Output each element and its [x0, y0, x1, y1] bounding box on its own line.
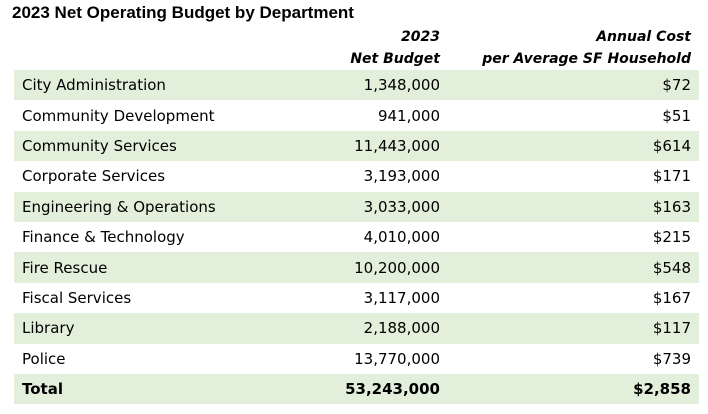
department-cell: Corporate Services	[22, 167, 166, 186]
department-cell: Community Services	[14, 130, 288, 162]
annual-cost-cell: $548	[448, 252, 699, 283]
net-budget-cell: 2,188,000	[288, 313, 448, 344]
header-annual-cost-line1: Annual Cost	[596, 29, 691, 45]
table-row: Police 13,770,000 $739	[14, 344, 699, 374]
table-row: Community Services 11,443,000 $614	[14, 130, 699, 162]
annual-cost-cell: $167	[652, 288, 691, 307]
net-budget-cell: 11,443,000	[288, 130, 448, 162]
table-row: Corporate Services 3,193,000 $171	[14, 161, 699, 191]
department-cell: Fiscal Services	[22, 288, 132, 307]
budget-table: 2023 Net Budget Annual Cost per Average …	[14, 24, 699, 405]
table-body: City Administration 1,348,000 $72 Commun…	[14, 70, 699, 405]
table-row: Library 2,188,000 $117	[14, 313, 699, 344]
annual-cost-cell: $163	[448, 191, 699, 222]
annual-cost-cell: $72	[448, 70, 699, 101]
department-cell: Finance & Technology	[22, 228, 185, 247]
net-budget-cell: 10,200,000	[288, 252, 448, 283]
total-annual-cost: $2,858	[448, 373, 699, 405]
annual-cost-cell: $215	[652, 228, 691, 247]
department-cell: City Administration	[14, 70, 288, 101]
annual-cost-cell: $117	[448, 313, 699, 344]
table-row: Finance & Technology 4,010,000 $215	[14, 222, 699, 252]
table-row: Community Development 941,000 $51	[14, 100, 699, 130]
annual-cost-cell: $614	[448, 130, 699, 162]
annual-cost-cell: $171	[652, 167, 691, 186]
header-department	[14, 24, 288, 70]
table-row: City Administration 1,348,000 $72	[14, 70, 699, 101]
net-budget-cell: 13,770,000	[354, 349, 440, 368]
department-cell: Library	[14, 313, 288, 344]
total-net-budget: 53,243,000	[288, 373, 448, 405]
page-title: 2023 Net Operating Budget by Department	[12, 3, 354, 22]
net-budget-cell: 3,033,000	[288, 191, 448, 222]
header-net-budget-line1: 2023	[401, 29, 440, 45]
department-cell: Police	[22, 349, 66, 368]
net-budget-cell: 3,193,000	[363, 167, 440, 186]
table-row: Fiscal Services 3,117,000 $167	[14, 283, 699, 313]
department-cell: Fire Rescue	[14, 252, 288, 283]
net-budget-cell: 1,348,000	[288, 70, 448, 101]
header-net-budget: 2023 Net Budget	[288, 24, 448, 70]
header-annual-cost-line2: per Average SF Household	[482, 51, 691, 67]
net-budget-cell: 4,010,000	[363, 228, 440, 247]
table-row: Fire Rescue 10,200,000 $548	[14, 252, 699, 283]
header-annual-cost: Annual Cost per Average SF Household	[448, 24, 699, 70]
total-label: Total	[14, 373, 288, 405]
department-cell: Community Development	[22, 106, 215, 125]
header-net-budget-line2: Net Budget	[350, 51, 440, 67]
net-budget-cell: 3,117,000	[363, 288, 440, 307]
annual-cost-cell: $739	[652, 349, 691, 368]
table-row: Engineering & Operations 3,033,000 $163	[14, 191, 699, 222]
department-cell: Engineering & Operations	[14, 191, 288, 222]
net-budget-cell: 941,000	[377, 106, 440, 125]
header-row: 2023 Net Budget Annual Cost per Average …	[14, 24, 699, 70]
total-row: Total 53,243,000 $2,858	[14, 373, 699, 405]
annual-cost-cell: $51	[662, 106, 691, 125]
